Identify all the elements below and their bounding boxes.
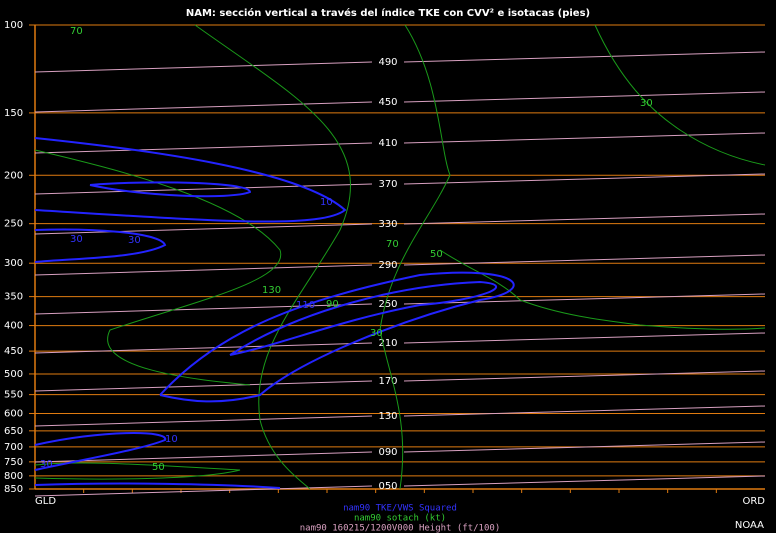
- height-label: 370: [378, 179, 397, 190]
- height-contour: [403, 173, 766, 185]
- height-contour: [403, 213, 766, 225]
- y-tick-label: 550: [4, 390, 23, 401]
- y-tick-label: 400: [4, 321, 23, 332]
- tke-contour: [229, 280, 497, 356]
- tke-label: 10: [165, 434, 178, 445]
- tke-contour: [34, 432, 167, 471]
- y-tick-label: 650: [4, 426, 23, 437]
- height-contour: [34, 264, 373, 276]
- height-contour: [34, 342, 373, 354]
- isotach-label: 50: [430, 249, 443, 260]
- y-tick-label: 700: [4, 442, 23, 453]
- isotach-label: 70: [70, 26, 83, 37]
- isotach-label: 90: [326, 299, 339, 310]
- tke-label: 110: [296, 300, 315, 311]
- height-label: 130: [378, 411, 397, 422]
- isotach-label: 30: [370, 328, 383, 339]
- tke-label: 30: [128, 235, 141, 246]
- isotach-contour: [439, 249, 766, 330]
- tke-contour: [34, 137, 347, 223]
- y-tick-label: 600: [4, 408, 23, 419]
- tke-label: 30: [40, 459, 53, 470]
- x-category-label: ORD: [742, 496, 765, 507]
- tke-contour: [159, 271, 515, 403]
- height-contour: [403, 293, 766, 305]
- plot-area: 100 150 200 250 300 350 400 450 500 550 600 650 700 7…: [4, 20, 766, 497]
- legend-entry: nam90 TKE/VWS Squared: [343, 504, 457, 514]
- height-contour: [34, 101, 373, 113]
- isotach-contour: [34, 149, 282, 386]
- y-tick-label: 800: [4, 471, 23, 482]
- y-tick-label: 450: [4, 346, 23, 357]
- height-contour: [403, 405, 766, 417]
- tke-contour: [89, 181, 252, 198]
- y-tick-label: 300: [4, 258, 23, 269]
- height-label: 090: [378, 447, 397, 458]
- height-contour: [403, 51, 766, 63]
- height-label: 410: [378, 138, 397, 149]
- height-contour: [403, 370, 766, 382]
- x-category-label: GLD: [35, 496, 56, 507]
- height-label: 450: [378, 97, 397, 108]
- isotach-label: 70: [386, 239, 399, 250]
- tke-contour: [34, 482, 281, 489]
- y-tick-label: 750: [4, 457, 23, 468]
- y-tick-label: 850: [4, 484, 23, 495]
- height-label: 170: [378, 376, 397, 387]
- height-label: 210: [378, 338, 397, 349]
- isotach-contour: [379, 24, 451, 490]
- height-contour: [403, 132, 766, 144]
- height-contour: [34, 61, 373, 73]
- height-contour: [403, 254, 766, 266]
- tke-contour: [34, 228, 167, 263]
- height-contour: [34, 223, 373, 235]
- y-tick-label: 250: [4, 219, 23, 230]
- height-label: 250: [378, 299, 397, 310]
- height-contour: [34, 415, 373, 427]
- height-contour: [403, 91, 766, 103]
- height-contour: [403, 475, 766, 487]
- tke-label: 30: [70, 234, 83, 245]
- y-tick-label: 100: [4, 20, 23, 31]
- height-contour: [34, 485, 373, 497]
- legend-entry: nam90 160215/1200V000 Height (ft/100): [300, 524, 500, 533]
- isotach-label: 30: [640, 98, 653, 109]
- isotach-contour: [34, 462, 241, 480]
- height-contour: [34, 142, 373, 154]
- height-contour: [403, 332, 766, 344]
- y-tick-label: 200: [4, 170, 23, 181]
- tke-label: 10: [320, 197, 333, 208]
- height-label: 290: [378, 260, 397, 271]
- isotach-label: 130: [262, 285, 281, 296]
- height-contour: [34, 183, 373, 195]
- chart-title: NAM: sección vertical a través del índic…: [186, 7, 590, 19]
- isotach-label: 50: [152, 462, 165, 473]
- height-contour: [403, 441, 766, 453]
- isotach-contour: [194, 24, 351, 490]
- y-tick-label: 500: [4, 369, 23, 380]
- height-contour: [34, 380, 373, 392]
- height-contour: [34, 451, 373, 463]
- height-label: 330: [378, 219, 397, 230]
- credit: NOAA: [735, 520, 764, 531]
- y-tick-label: 350: [4, 292, 23, 303]
- height-label: 050: [378, 481, 397, 492]
- isotach-contour: [594, 24, 766, 166]
- height-contour: [34, 303, 373, 315]
- legend-entry: nam90 sotach (kt): [354, 514, 446, 524]
- height-label: 490: [378, 57, 397, 68]
- y-tick-label: 150: [4, 108, 23, 119]
